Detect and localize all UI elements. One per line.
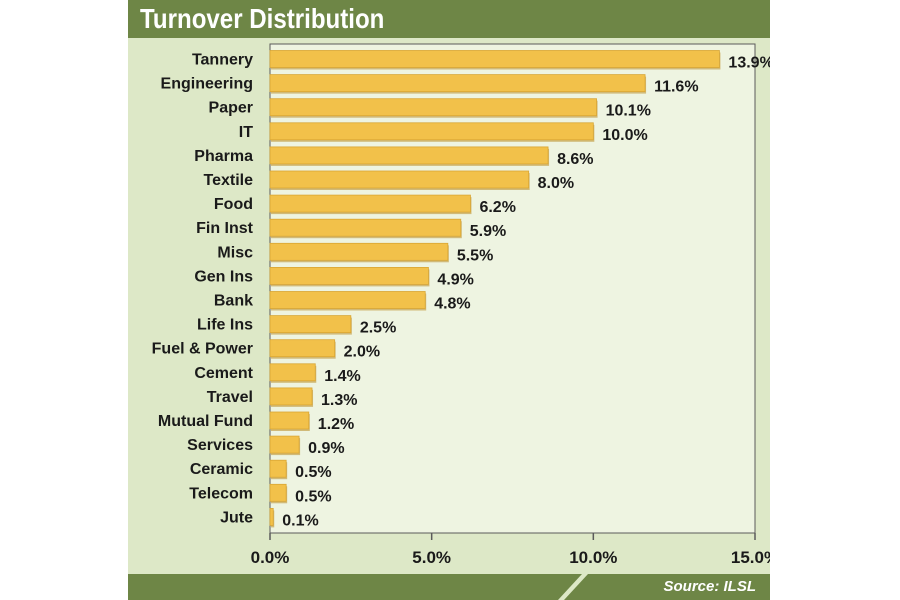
- x-tick-label: 15.0%: [731, 548, 770, 567]
- bar: [269, 291, 426, 309]
- value-label: 1.3%: [321, 392, 357, 409]
- value-label: 5.5%: [457, 247, 493, 264]
- category-label: Misc: [217, 244, 253, 261]
- category-label: Pharma: [194, 148, 253, 165]
- value-label: 1.4%: [324, 368, 360, 385]
- infographic-card: Turnover Distribution 0.0% 5.0% 10.0% 15.0%…: [128, 0, 770, 600]
- value-label: 5.9%: [470, 223, 506, 240]
- category-label: Jute: [220, 509, 253, 526]
- category-label: Bank: [214, 293, 253, 310]
- bar: [269, 411, 310, 430]
- x-tick-label: 10.0%: [569, 548, 617, 567]
- category-label: Travel: [207, 389, 253, 406]
- category-label: Textile: [204, 172, 254, 189]
- footer-stripe-decoration: [558, 574, 588, 600]
- bar: [269, 122, 594, 141]
- value-label: 13.9%: [728, 55, 770, 72]
- category-label: Fin Inst: [196, 220, 254, 237]
- value-label: 2.5%: [360, 320, 396, 337]
- bar: [269, 435, 300, 454]
- bar: [269, 315, 352, 334]
- value-label: 4.9%: [437, 271, 473, 288]
- value-label: 2.0%: [344, 344, 380, 361]
- value-label: 8.0%: [538, 175, 574, 192]
- bar: [269, 74, 646, 92]
- category-label: Cement: [194, 365, 253, 382]
- value-label: 6.2%: [479, 199, 515, 216]
- category-label: IT: [239, 124, 253, 141]
- category-label: Services: [187, 437, 253, 454]
- bar: [269, 194, 471, 213]
- bar: [269, 50, 720, 68]
- bar: [269, 266, 429, 285]
- title-bar: Turnover Distribution: [128, 0, 770, 38]
- category-label: Tannery: [192, 52, 253, 69]
- value-label: 0.1%: [282, 512, 318, 529]
- value-label: 10.0%: [602, 127, 647, 144]
- value-label: 11.6%: [654, 79, 698, 96]
- bar: [269, 483, 287, 502]
- value-label: 0.5%: [295, 464, 331, 481]
- category-label: Mutual Fund: [158, 413, 253, 430]
- bar-chart: 0.0% 5.0% 10.0% 15.0% Tannery 13.9% Engineerin…: [152, 43, 770, 567]
- footer-bar: Source: ILSL: [128, 574, 770, 600]
- category-label: Telecom: [189, 485, 253, 502]
- x-tick-label: 5.0%: [412, 548, 451, 567]
- bar: [269, 98, 597, 117]
- bar: [269, 339, 336, 358]
- bar: [269, 387, 313, 406]
- bar: [269, 170, 530, 189]
- category-label: Engineering: [161, 76, 253, 93]
- value-label: 8.6%: [557, 151, 593, 168]
- bar: [269, 242, 449, 261]
- value-label: 0.5%: [295, 488, 331, 505]
- bar: [269, 507, 274, 526]
- category-label: Gen Ins: [194, 268, 253, 285]
- x-tick-label: 0.0%: [251, 548, 290, 567]
- source-credit: Source: ILSL: [663, 578, 756, 595]
- value-label: 1.2%: [318, 416, 354, 433]
- value-label: 10.1%: [606, 103, 651, 120]
- chart-title: Turnover Distribution: [140, 3, 385, 34]
- category-label: Life Ins: [197, 317, 253, 334]
- category-label: Food: [214, 196, 253, 213]
- bar: [269, 146, 549, 165]
- category-label: Fuel & Power: [152, 341, 253, 358]
- bar: [269, 218, 462, 237]
- value-label: 4.8%: [434, 296, 470, 313]
- category-label: Paper: [209, 100, 253, 117]
- bar: [269, 459, 287, 478]
- category-label: Ceramic: [190, 461, 253, 478]
- value-label: 0.9%: [308, 440, 344, 457]
- bar: [269, 363, 316, 382]
